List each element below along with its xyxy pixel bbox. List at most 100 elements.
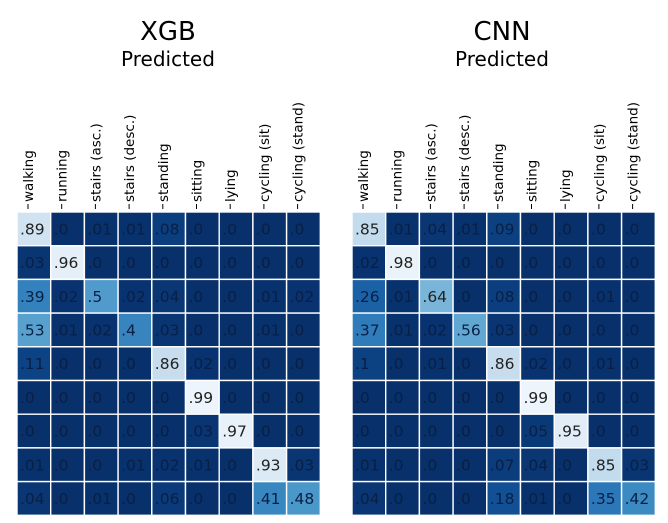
tick-label-walking: walking — [21, 150, 37, 202]
cell-value-label: .01 — [256, 321, 281, 339]
cell-value-label: .37 — [355, 321, 380, 339]
cell-value-label: .0 — [290, 254, 305, 272]
cell-value-label: .01 — [524, 490, 549, 508]
heatmap-cell — [218, 312, 254, 348]
cell-value-label: .0 — [591, 254, 606, 272]
cell-value-label: .0 — [625, 321, 640, 339]
cell-value-label: .01 — [87, 490, 112, 508]
cell-value-label: .0 — [389, 456, 404, 474]
cell-value-label: .64 — [422, 288, 447, 306]
tick-label-standing: standing — [156, 143, 172, 202]
cell-value-label: .0 — [290, 355, 305, 373]
heatmap-cell — [418, 480, 454, 517]
cell-value-label: .0 — [389, 423, 404, 441]
heatmap-cell — [16, 379, 52, 415]
heatmap-cell — [620, 379, 656, 415]
cell-value-label: .01 — [87, 220, 112, 238]
heatmap-cell — [587, 480, 623, 517]
cell-value-label: .0 — [355, 389, 370, 407]
x-axis-label: Predicted — [121, 47, 215, 71]
cell-value-label: .0 — [155, 389, 170, 407]
cell-value-label: .0 — [222, 220, 237, 238]
cell-value-label: .01 — [591, 355, 616, 373]
tick-label-sitting: sitting — [525, 160, 541, 202]
heatmap-cell — [553, 312, 589, 348]
cell-value-label: .0 — [290, 389, 305, 407]
cell-value-label: .0 — [290, 321, 305, 339]
heatmap-cell — [553, 447, 589, 483]
heatmap-cell — [16, 413, 52, 449]
heatmap-cell — [117, 244, 153, 281]
cell-value-label: .0 — [422, 254, 437, 272]
heatmap-cell — [620, 413, 656, 449]
cell-value-label: .0 — [422, 423, 437, 441]
heatmap-cell — [184, 312, 220, 348]
heatmap-cell — [351, 278, 387, 314]
heatmap-cell — [83, 312, 119, 348]
heatmap-cell — [351, 312, 387, 348]
cell-value-label: .0 — [456, 389, 471, 407]
tick-label-stairs-desc: stairs (desc.) — [457, 115, 473, 202]
cell-value-label: .0 — [591, 389, 606, 407]
cell-value-label: .95 — [557, 423, 582, 441]
cell-value-label: .0 — [524, 288, 539, 306]
tick-label-lying: lying — [223, 169, 239, 202]
cell-value-label: .02 — [422, 321, 447, 339]
cell-value-label: .02 — [290, 288, 315, 306]
heatmap-cell — [418, 447, 454, 483]
heatmap-cell — [418, 244, 454, 281]
tick-label-cycling-sit: cycling (sit) — [592, 124, 608, 202]
heatmap-cell — [486, 480, 522, 517]
heatmap-cell — [519, 447, 555, 483]
heatmap-cell — [385, 244, 421, 281]
heatmap-cell — [486, 278, 522, 314]
cell-value-label: .0 — [591, 321, 606, 339]
heatmap-cell — [50, 480, 86, 517]
cell-value-label: .85 — [355, 220, 380, 238]
heatmap-cell — [16, 447, 52, 483]
heatmap-cell — [385, 447, 421, 483]
cell-value-label: .0 — [389, 490, 404, 508]
heatmap-cell — [587, 312, 623, 348]
tick-label-standing: standing — [491, 143, 507, 202]
heatmap-cell — [486, 244, 522, 281]
heatmap-cell — [452, 447, 488, 483]
cell-value-label: .0 — [121, 423, 136, 441]
cell-value-label: .01 — [54, 321, 79, 339]
heatmap-cell — [218, 244, 254, 281]
cell-value-label: .08 — [490, 288, 515, 306]
heatmap-cell — [218, 480, 254, 517]
cell-value-label: .08 — [155, 220, 180, 238]
tick-label-lying: lying — [558, 169, 574, 202]
cell-value-label: .0 — [121, 355, 136, 373]
cell-value-label: .0 — [557, 254, 572, 272]
tick-label-cycling-stand: cycling (stand) — [626, 102, 642, 202]
cell-value-label: .26 — [355, 288, 380, 306]
cell-value-label: .0 — [222, 389, 237, 407]
heatmap-cell — [452, 312, 488, 348]
cell-value-label: .0 — [490, 389, 505, 407]
cell-value-label: .0 — [422, 389, 437, 407]
cell-value-label: .0 — [490, 423, 505, 441]
cell-value-label: .0 — [625, 288, 640, 306]
cell-value-label: .0 — [557, 389, 572, 407]
heatmap-cell — [587, 413, 623, 449]
heatmap-cell — [16, 480, 52, 517]
cell-value-label: .03 — [20, 254, 45, 272]
cell-value-label: .02 — [54, 288, 79, 306]
cell-value-label: .01 — [389, 321, 414, 339]
cell-value-label: .01 — [121, 220, 146, 238]
cell-value-label: .0 — [557, 288, 572, 306]
cell-value-label: .0 — [87, 355, 102, 373]
heatmap-cell — [620, 211, 656, 247]
cell-value-label: .0 — [256, 220, 271, 238]
cell-value-label: .01 — [591, 288, 616, 306]
cell-value-label: .04 — [20, 490, 45, 508]
cell-value-label: .0 — [256, 355, 271, 373]
cell-value-label: .93 — [256, 456, 281, 474]
cell-value-label: .0 — [155, 423, 170, 441]
cell-value-label: .0 — [625, 254, 640, 272]
heatmap-cell — [519, 244, 555, 281]
cell-value-label: .0 — [189, 254, 204, 272]
